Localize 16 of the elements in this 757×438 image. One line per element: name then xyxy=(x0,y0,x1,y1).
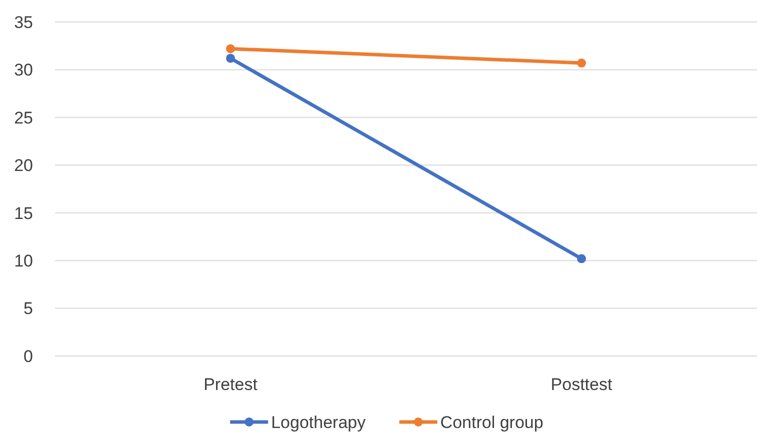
y-tick-label: 25 xyxy=(14,108,33,128)
x-tick-label: Pretest xyxy=(204,375,258,394)
point xyxy=(226,54,235,63)
point xyxy=(577,254,586,264)
y-tick-label: 5 xyxy=(24,299,33,318)
y-tick-label: 15 xyxy=(14,204,33,223)
y-tick-label: 30 xyxy=(14,60,33,80)
y-tick-label: 35 xyxy=(14,12,33,32)
point xyxy=(226,44,235,54)
x-tick-label: Posttest xyxy=(550,375,612,394)
y-tick-label: 0 xyxy=(24,346,33,366)
point xyxy=(577,58,586,68)
y-tick-label: 20 xyxy=(14,156,33,176)
legend-label: Control group xyxy=(440,413,544,432)
legend-label: Logotherapy xyxy=(271,413,366,432)
y-tick-label: 10 xyxy=(14,252,33,271)
